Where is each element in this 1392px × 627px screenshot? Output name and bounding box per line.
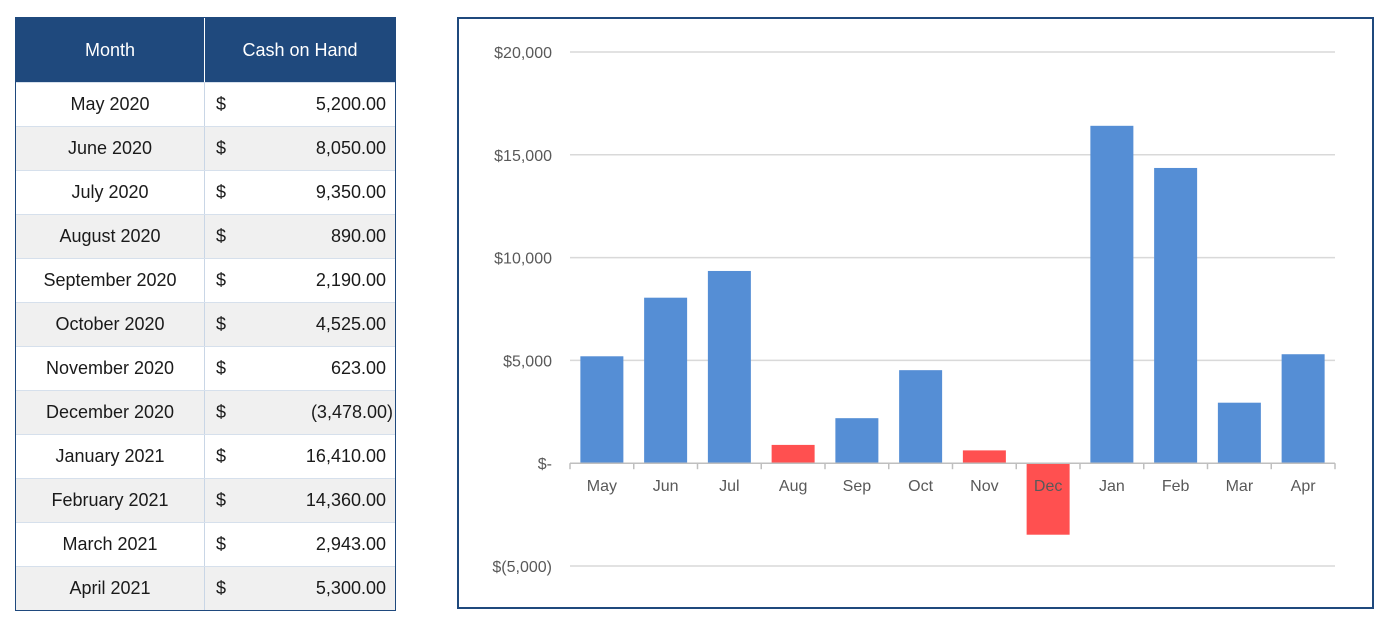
bar-apr <box>1281 354 1325 464</box>
x-tick-label: Sep <box>843 478 872 495</box>
month-cell: March 2021 <box>16 523 205 566</box>
y-tick-label: $(5,000) <box>492 559 552 576</box>
currency-symbol: $ <box>216 490 227 510</box>
table-row: May 2020 $5,200.00 <box>16 82 395 126</box>
bar-aug <box>771 444 815 464</box>
currency-symbol: $ <box>216 314 227 334</box>
month-cell: January 2021 <box>16 435 205 478</box>
table-row: June 2020 $8,050.00 <box>16 126 395 170</box>
y-tick-label: $5,000 <box>503 353 552 370</box>
x-tick-label: Nov <box>970 478 998 495</box>
currency-symbol: $ <box>216 226 227 246</box>
cash-cell: $8,050.00 <box>205 127 395 170</box>
x-tick-label: Feb <box>1162 478 1190 495</box>
cash-amount: 2,943.00 <box>315 534 386 554</box>
month-cell: July 2020 <box>16 171 205 214</box>
currency-symbol: $ <box>216 182 227 202</box>
month-cell: February 2021 <box>16 479 205 522</box>
cash-amount: 9,350.00 <box>315 182 386 202</box>
month-column-header: Month <box>16 18 205 82</box>
cash-amount: 5,200.00 <box>315 94 386 114</box>
cash-cell: $14,360.00 <box>205 479 395 522</box>
x-tick-label: Aug <box>779 478 807 495</box>
cash-cell: $623.00 <box>205 347 395 390</box>
month-cell: December 2020 <box>16 391 205 434</box>
table-row: September 2020 $2,190.00 <box>16 258 395 302</box>
table-row: August 2020 $890.00 <box>16 214 395 258</box>
bar-jun <box>644 297 688 464</box>
x-tick-label: Mar <box>1226 478 1254 495</box>
bar-jul <box>707 270 751 464</box>
cash-amount: 2,190.00 <box>315 270 386 290</box>
cash-table: Month Cash on Hand May 2020 $5,200.00 June… <box>15 17 396 611</box>
cash-column-header: Cash on Hand <box>242 39 358 60</box>
table-row: November 2020 $623.00 <box>16 346 395 390</box>
month-cell: August 2020 <box>16 215 205 258</box>
cash-cell: $4,525.00 <box>205 303 395 346</box>
cash-amount: 623.00 <box>330 358 386 378</box>
table-row: April 2021 $5,300.00 <box>16 566 395 610</box>
month-cell: September 2020 <box>16 259 205 302</box>
currency-symbol: $ <box>216 358 227 378</box>
month-cell: October 2020 <box>16 303 205 346</box>
month-cell: April 2021 <box>16 567 205 610</box>
x-tick-label: Jul <box>719 478 739 495</box>
x-tick-label: May <box>587 478 617 495</box>
currency-symbol: $ <box>216 138 227 158</box>
currency-symbol: $ <box>216 534 227 554</box>
month-cell: June 2020 <box>16 127 205 170</box>
currency-symbol: $ <box>216 94 227 114</box>
x-tick-label: Dec <box>1034 478 1062 495</box>
cash-cell: $890.00 <box>205 215 395 258</box>
table-header: Month Cash on Hand <box>16 18 395 82</box>
cash-amount: 890.00 <box>330 226 386 246</box>
cash-cell: $9,350.00 <box>205 171 395 214</box>
y-tick-label: $- <box>538 456 552 473</box>
table-row: October 2020 $4,525.00 <box>16 302 395 346</box>
currency-symbol: $ <box>216 270 227 290</box>
cash-amount: 14,360.00 <box>305 490 386 510</box>
cash-amount: 8,050.00 <box>315 138 386 158</box>
y-tick-label: $20,000 <box>494 45 552 62</box>
table-row: January 2021 $16,410.00 <box>16 434 395 478</box>
cash-cell: $5,300.00 <box>205 567 395 610</box>
table-body: May 2020 $5,200.00 June 2020 $8,050.00 July … <box>16 82 395 610</box>
y-tick-label: $15,000 <box>494 148 552 165</box>
bar-jan <box>1090 125 1134 464</box>
month-cell: May 2020 <box>16 83 205 126</box>
bar-sep <box>835 418 879 464</box>
currency-symbol: $ <box>216 446 227 466</box>
bar-feb <box>1154 167 1198 464</box>
table-row: February 2021 $14,360.00 <box>16 478 395 522</box>
table-row: March 2021 $2,943.00 <box>16 522 395 566</box>
cash-amount: 4,525.00 <box>315 314 386 334</box>
bar-oct <box>899 370 943 464</box>
table-row: July 2020 $9,350.00 <box>16 170 395 214</box>
x-tick-label: Apr <box>1291 478 1317 495</box>
bar-nov <box>962 450 1006 464</box>
month-cell: November 2020 <box>16 347 205 390</box>
y-tick-label: $10,000 <box>494 251 552 268</box>
cash-cell: $2,943.00 <box>205 523 395 566</box>
cash-cell: $2,190.00 <box>205 259 395 302</box>
currency-symbol: $ <box>216 578 227 598</box>
currency-symbol: $ <box>216 402 227 422</box>
cash-amount: 5,300.00 <box>315 578 386 598</box>
cash-cell: $5,200.00 <box>205 83 395 126</box>
bar-may <box>580 356 624 464</box>
x-tick-label: Jun <box>653 478 679 495</box>
cash-amount: (3,478.00) <box>310 402 393 422</box>
table-row: December 2020 $ (3,478.00) <box>16 390 395 434</box>
x-tick-label: Oct <box>908 478 933 495</box>
bar-dec <box>1026 463 1070 535</box>
cash-cell: $ (3,478.00) <box>205 391 395 434</box>
cash-amount: 16,410.00 <box>305 446 386 466</box>
cash-chart: $20,000 $15,000 $10,000 $5,000 $- $(5,000) May… <box>457 17 1374 609</box>
x-tick-label: Jan <box>1099 478 1125 495</box>
bar-chart-svg: $20,000 $15,000 $10,000 $5,000 $- $(5,000) May… <box>492 45 1336 576</box>
bar-mar <box>1217 402 1261 464</box>
cash-cell: $16,410.00 <box>205 435 395 478</box>
